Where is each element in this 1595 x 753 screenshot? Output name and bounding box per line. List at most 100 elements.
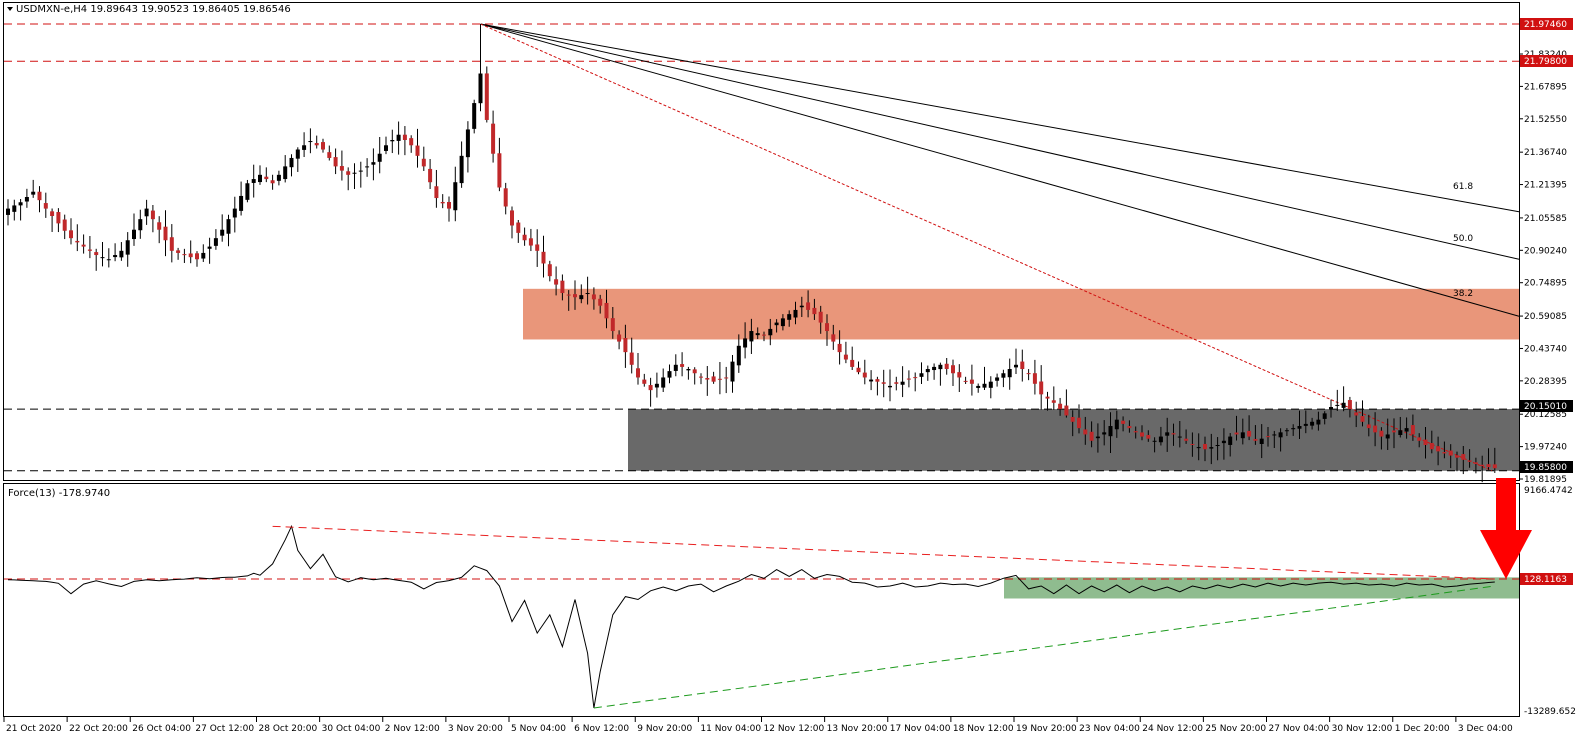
candle-body: [1070, 417, 1075, 422]
candle-body: [169, 237, 174, 251]
candle-body: [1455, 455, 1459, 458]
candle-body: [182, 254, 187, 256]
force-axis-top: 9166.4742: [1524, 486, 1573, 496]
candle-body: [1240, 432, 1245, 439]
candle-body: [661, 377, 666, 388]
candle-body: [283, 166, 288, 180]
candle-body: [913, 377, 918, 379]
time-tick-label: 30 Oct 04:00: [322, 724, 381, 734]
candle-body: [1392, 430, 1396, 433]
candle-body: [245, 183, 250, 200]
time-tick-label: 12 Nov 12:00: [764, 724, 825, 734]
time-tick-label: 2 Nov 12:00: [385, 724, 440, 734]
price-tick-label: 21.21395: [1524, 181, 1567, 191]
candle-body: [453, 182, 458, 211]
candle-body: [1398, 430, 1403, 436]
candle-body: [75, 240, 80, 243]
candle-body: [762, 334, 766, 336]
candle-body: [818, 311, 823, 323]
candle-body: [1410, 425, 1415, 435]
candle-body: [749, 331, 754, 342]
candle-body: [1335, 404, 1340, 406]
resistance-2-label-box: [1520, 55, 1573, 67]
candle-body: [1385, 434, 1390, 439]
time-tick-label: 3 Dec 04:00: [1458, 724, 1513, 734]
candle-body: [579, 295, 584, 300]
candle-body: [881, 382, 886, 384]
price-tick-label: 19.97240: [1524, 443, 1567, 453]
horizontal-levels: [4, 23, 1519, 580]
time-tick-label: 26 Oct 04:00: [132, 724, 191, 734]
candle-body: [69, 230, 73, 239]
candle-body: [132, 229, 136, 240]
candle-body: [1247, 430, 1252, 437]
candle-body: [988, 381, 993, 388]
candle-body: [195, 253, 199, 260]
candle-body: [680, 364, 685, 367]
candle-body: [31, 191, 36, 195]
time-tick-label: 24 Nov 12:00: [1142, 724, 1203, 734]
candle-body: [314, 143, 319, 146]
candle-body: [18, 202, 23, 206]
force-trendline-red: [272, 525, 1495, 580]
candle-body: [1171, 433, 1176, 435]
candle-body: [1203, 443, 1207, 450]
candle-body: [396, 134, 401, 141]
candle-body: [1347, 400, 1352, 410]
force-line: [7, 524, 1495, 709]
candle-body: [138, 219, 143, 231]
collapse-triangle-icon[interactable]: [7, 7, 13, 11]
candle-body: [1329, 407, 1333, 410]
candle-body: [1228, 436, 1233, 445]
candle-body: [1133, 431, 1138, 433]
candle-body: [497, 153, 502, 188]
candle-body: [806, 302, 811, 310]
candle-body: [1253, 438, 1258, 441]
force-trendline-green: [593, 585, 1495, 709]
candle-body: [6, 208, 10, 215]
candle-body: [957, 372, 962, 378]
candle-body: [837, 343, 842, 353]
candle-body: [969, 379, 974, 384]
candle-body: [384, 145, 388, 151]
candle-body: [62, 219, 67, 231]
fan-line-38.2: [480, 23, 1520, 317]
candle-body: [1152, 440, 1157, 442]
candle-body: [1341, 402, 1346, 408]
candle-body: [276, 174, 281, 181]
candle-body: [1140, 432, 1144, 437]
candle-body: [573, 294, 577, 298]
candle-body: [1184, 438, 1189, 441]
candle-body: [100, 257, 105, 259]
support-top-label-box: [1520, 400, 1573, 412]
candle-body: [1442, 452, 1447, 454]
bearish-arrow-icon: [1480, 478, 1532, 579]
candle-body: [1423, 439, 1428, 446]
candle-body: [1221, 440, 1226, 444]
candle-body: [119, 250, 124, 258]
resistance-2-label: 21.79800: [1524, 57, 1567, 67]
candle-body: [1127, 426, 1132, 429]
time-tick-label: 6 Nov 12:00: [574, 724, 629, 734]
candle-body: [1058, 403, 1063, 410]
time-tick-label: 13 Nov 20:00: [827, 724, 888, 734]
candle-body: [1215, 445, 1220, 447]
candle-body: [566, 294, 571, 296]
candle-body: [1032, 373, 1037, 384]
candle-body: [1486, 464, 1491, 468]
candle-body: [402, 134, 407, 141]
candle-body: [869, 379, 874, 382]
candle-body: [434, 186, 439, 199]
candle-body: [239, 195, 244, 211]
price-tick-label: 21.52550: [1524, 115, 1567, 125]
time-tick-label: 30 Nov 12:00: [1332, 724, 1393, 734]
candle-body: [220, 229, 225, 236]
time-tick-label: 18 Nov 12:00: [953, 724, 1014, 734]
time-tick-label: 27 Oct 12:00: [195, 724, 254, 734]
candle-body: [87, 249, 92, 251]
candle-body: [106, 259, 111, 261]
time-tick-label: 17 Nov 04:00: [890, 724, 951, 734]
candle-body: [617, 334, 622, 342]
candle-body: [944, 363, 949, 370]
time-tick-label: 1 Dec 20:00: [1395, 724, 1450, 734]
